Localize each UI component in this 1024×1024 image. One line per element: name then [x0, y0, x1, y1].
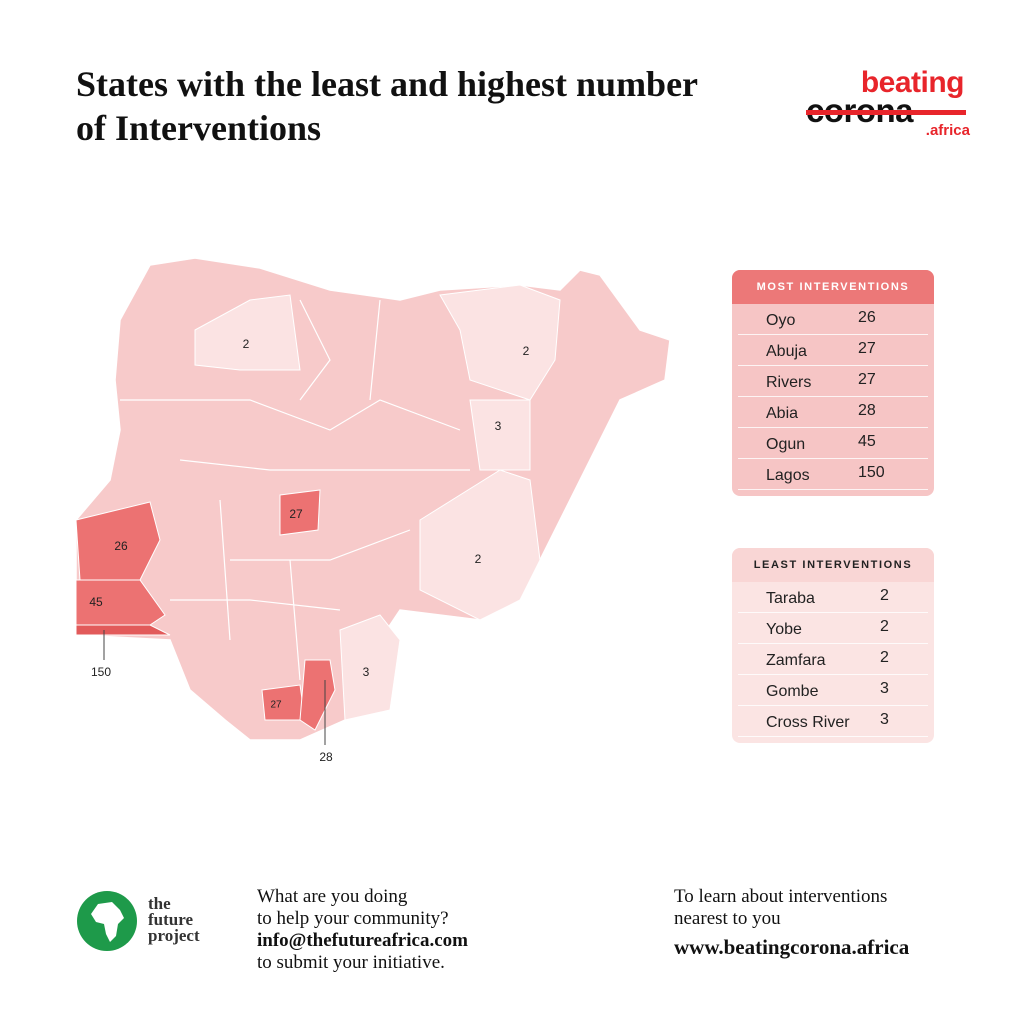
map-label: 2 — [475, 552, 482, 566]
state — [419, 469, 541, 621]
prompt-line: to submit your initiative. — [257, 952, 445, 973]
title: States with the least and highest number… — [76, 64, 698, 148]
state-name: Ogun — [766, 436, 806, 453]
state-name: Taraba — [766, 590, 815, 607]
state — [75, 579, 166, 626]
table-row: Abuja 27 — [738, 335, 928, 366]
table-row: Rivers 27 — [738, 366, 928, 397]
map-label: 3 — [495, 419, 502, 433]
state-name: Abuja — [766, 343, 807, 360]
prompt: What are you doing to help your communit… — [257, 886, 468, 974]
state-name: Abia — [766, 405, 799, 422]
state-name: Rivers — [766, 374, 812, 391]
map-label: 150 — [91, 665, 111, 679]
state-name: Lagos — [766, 467, 810, 484]
state — [75, 501, 161, 581]
most-table: MOST INTERVENTIONS Oyo 26 Abuja 27 Rivers 27 A… — [732, 270, 934, 496]
org-line: future — [148, 910, 194, 929]
table-row: Yobe 2 — [738, 613, 928, 644]
table-row: Zamfara 2 — [738, 644, 928, 675]
state-name: Oyo — [766, 312, 796, 329]
least-table: LEAST INTERVENTIONS Taraba 2 Yobe 2 Zamfara 2… — [732, 548, 934, 743]
logo: beating corona .africa — [806, 66, 976, 146]
state — [75, 624, 171, 636]
state-value: 27 — [858, 371, 876, 388]
learn: To learn about interventions nearest to … — [674, 886, 909, 958]
state — [194, 294, 301, 371]
state-value: 2 — [880, 618, 889, 635]
map-label: 28 — [319, 750, 333, 764]
state-value: 27 — [858, 340, 876, 357]
state-value: 3 — [880, 711, 889, 728]
state-value: 26 — [858, 309, 876, 326]
map-label: 27 — [270, 700, 282, 711]
prompt-line: to help your community? — [257, 908, 449, 929]
map-label: 3 — [363, 665, 370, 679]
email[interactable]: info@thefutureafrica.com — [257, 930, 468, 951]
state — [469, 399, 531, 471]
state — [339, 614, 401, 721]
org-logo — [77, 891, 137, 951]
state-name: Yobe — [766, 621, 802, 638]
state-name: Gombe — [766, 683, 819, 700]
table-row: Gombe 3 — [738, 675, 928, 706]
table-padding — [732, 737, 934, 743]
table-row: Ogun 45 — [738, 428, 928, 459]
org-name: the future project — [148, 894, 200, 945]
state-value: 45 — [858, 433, 876, 450]
table-row: Taraba 2 — [738, 582, 928, 613]
table-row: Cross River 3 — [738, 706, 928, 737]
table-row: Oyo 26 — [738, 304, 928, 335]
prompt-line: What are you doing — [257, 886, 408, 907]
state-value: 28 — [858, 402, 876, 419]
state-value: 2 — [880, 587, 889, 604]
state — [439, 284, 561, 401]
map-label: 27 — [289, 507, 303, 521]
org-line: the — [148, 894, 171, 913]
table-padding — [732, 490, 934, 496]
map-label: 26 — [114, 539, 128, 553]
table-heading: MOST INTERVENTIONS — [732, 270, 934, 304]
map-labels: 2 2 3 2 27 26 45 150 27 28 3 — [89, 337, 529, 764]
map: 2 2 3 2 27 26 45 150 27 28 3 — [75, 257, 671, 764]
table-heading: LEAST INTERVENTIONS — [732, 548, 934, 582]
map-label: 2 — [243, 337, 250, 351]
state-value: 2 — [880, 649, 889, 666]
website[interactable]: www.beatingcorona.africa — [674, 935, 910, 959]
table-row: Lagos 150 — [738, 459, 928, 490]
state — [279, 489, 321, 536]
table-row: Abia 28 — [738, 397, 928, 428]
org-line: project — [148, 926, 200, 945]
state-name: Cross River — [766, 714, 850, 731]
state-borders — [120, 299, 470, 681]
logo-bar — [806, 110, 966, 115]
state — [261, 684, 306, 721]
state-value: 3 — [880, 680, 889, 697]
state-name: Zamfara — [766, 652, 826, 669]
learn-line: nearest to you — [674, 908, 781, 929]
logo-text: beating — [860, 66, 965, 99]
map-label: 2 — [523, 344, 530, 358]
learn-line: To learn about interventions — [674, 886, 888, 907]
logo-text: .africa — [925, 122, 970, 139]
state-value: 150 — [858, 464, 885, 481]
map-label: 45 — [89, 595, 103, 609]
